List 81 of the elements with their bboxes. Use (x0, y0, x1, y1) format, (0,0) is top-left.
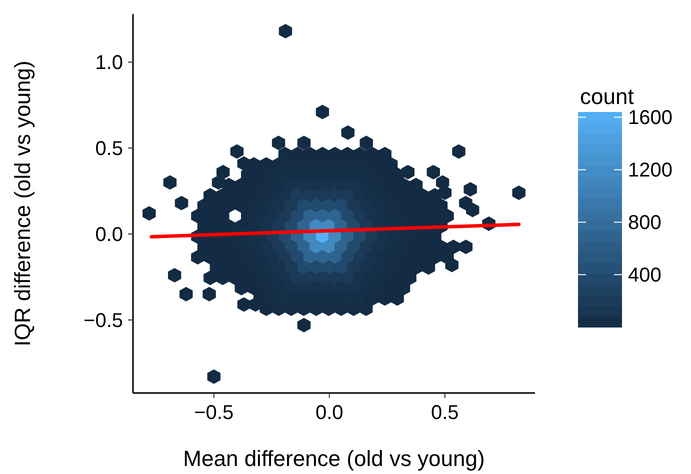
color-bar-label: 1200 (628, 160, 672, 182)
point (340, 270, 354, 286)
point (216, 164, 230, 180)
point (303, 270, 317, 286)
point (204, 250, 217, 264)
point (426, 164, 440, 180)
point (310, 302, 323, 316)
y-tick-label: 0.5 (95, 138, 123, 160)
point (212, 175, 226, 190)
point (464, 182, 477, 197)
point (434, 240, 448, 254)
y-axis-title: IQR difference (old vs young) (10, 60, 35, 346)
x-tick-label: −0.5 (194, 402, 234, 424)
point (340, 188, 354, 203)
point (310, 260, 323, 275)
point (290, 270, 304, 286)
color-bar-label: 1600 (628, 107, 672, 130)
point (278, 146, 292, 162)
point (452, 144, 466, 159)
point (284, 302, 298, 316)
point (278, 24, 292, 38)
point (197, 240, 211, 254)
point (168, 268, 182, 282)
point (446, 240, 460, 254)
point (272, 136, 286, 150)
point (428, 208, 442, 224)
point (334, 260, 348, 275)
point (174, 196, 188, 210)
x-tick-label: 0.0 (315, 402, 344, 424)
point (303, 146, 317, 162)
point (297, 136, 311, 150)
point (459, 240, 473, 254)
point (290, 188, 304, 203)
point (360, 136, 373, 150)
point (237, 297, 250, 312)
point (297, 260, 310, 275)
color-bar-label: 400 (628, 264, 662, 287)
color-bar-title: count (580, 84, 634, 109)
color-bar-label: 800 (628, 212, 662, 234)
point (322, 302, 336, 316)
point (316, 188, 330, 203)
point (230, 144, 244, 159)
point (328, 188, 342, 203)
point (207, 369, 220, 384)
point (334, 302, 348, 316)
point (316, 104, 330, 120)
point (366, 146, 379, 162)
point (328, 270, 342, 286)
point (272, 157, 286, 172)
point (142, 206, 156, 221)
point (340, 146, 354, 162)
point (316, 146, 330, 162)
point (163, 175, 177, 190)
point (297, 302, 310, 316)
point (180, 286, 193, 302)
point (202, 286, 216, 302)
point (191, 250, 204, 264)
point (272, 302, 286, 316)
point (322, 260, 336, 275)
point (360, 302, 373, 316)
x-axis-title: Mean difference (old vs young) (183, 446, 485, 471)
point (341, 125, 354, 140)
point (191, 208, 204, 224)
point (512, 186, 526, 200)
point (438, 186, 452, 200)
x-tick-label: 0.5 (430, 402, 459, 424)
point (445, 258, 458, 272)
point (237, 156, 250, 171)
y-tick-label: 1.0 (95, 52, 123, 74)
y-tick-label: 0.0 (95, 224, 123, 246)
point (290, 146, 304, 162)
point (328, 146, 342, 162)
point (401, 164, 415, 180)
point (428, 250, 442, 264)
point (316, 270, 330, 286)
y-tick-label: −0.5 (84, 310, 123, 332)
point (297, 318, 311, 332)
point (440, 208, 454, 224)
point (347, 302, 360, 316)
point (303, 188, 317, 203)
point (466, 202, 480, 218)
